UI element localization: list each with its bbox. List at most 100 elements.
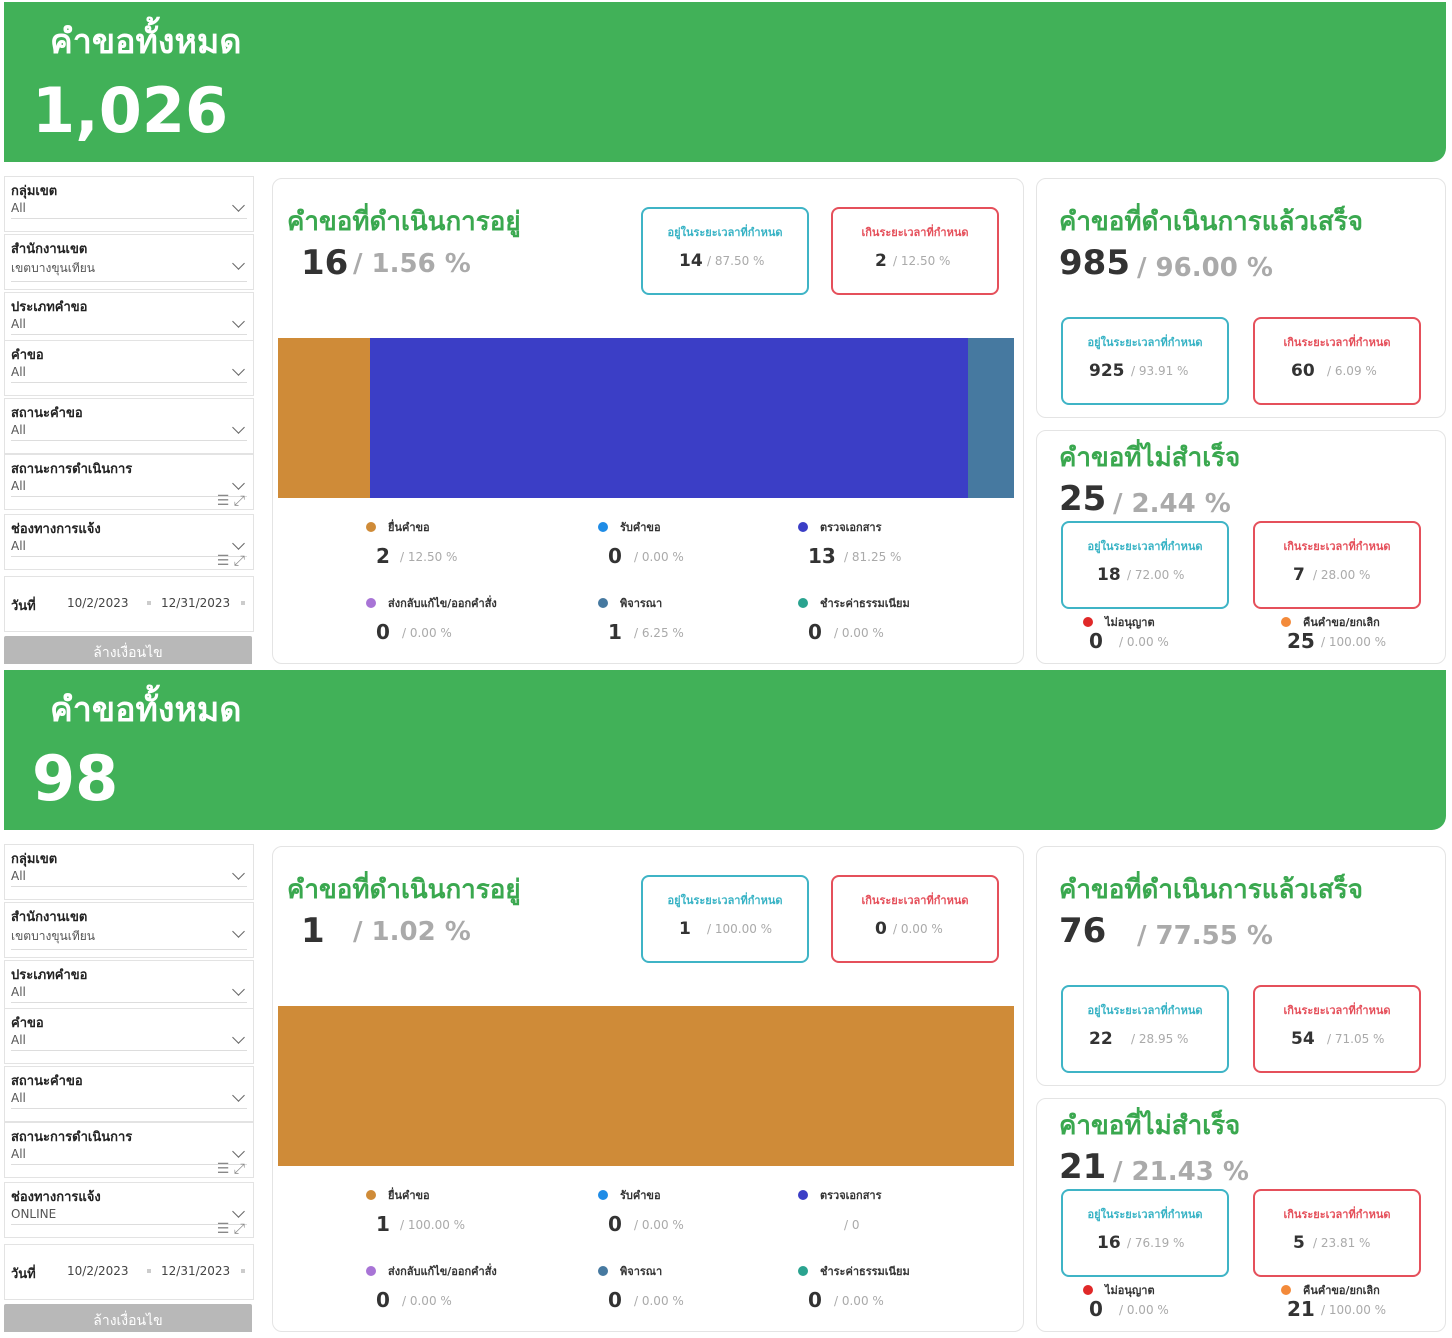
completed-in-time-box: อยู่ในระยะเวลาที่กำหนด 22 / 28.95 %: [1061, 985, 1229, 1073]
legend-consider: พิจารณา 1 / 6.25 %: [598, 594, 818, 650]
clear-filters-button[interactable]: ล้างเงื่อนไข: [4, 1304, 252, 1332]
slicer-selected-value[interactable]: All: [11, 365, 247, 383]
operation-status-slicer[interactable]: สถานะการดำเนินการ All ☰ ⤢: [4, 1122, 254, 1178]
filter-icon[interactable]: ☰ ⤢: [216, 553, 245, 569]
over-time-pct: / 28.00 %: [1313, 568, 1371, 582]
in-progress-in-time-box: อยู่ในระยะเวลาที่กำหนด 14 / 87.50 %: [641, 207, 809, 295]
legend-pct: / 0.00 %: [402, 1294, 452, 1308]
over-time-pct: / 0.00 %: [893, 922, 943, 936]
slicer-selected-value[interactable]: All: [11, 317, 247, 335]
total-requests-banner: คำขอทั้งหมด 1,026: [4, 2, 1446, 162]
in-time-label: อยู่ในระยะเวลาที่กำหนด: [1087, 540, 1203, 553]
filter-icon[interactable]: ☰ ⤢: [216, 493, 245, 509]
filter-icon[interactable]: ☰ ⤢: [216, 1161, 245, 1177]
legend-count: 2: [376, 544, 390, 568]
slicer-selected-value[interactable]: ONLINE: [11, 1207, 247, 1225]
over-time-count: 7: [1293, 565, 1305, 585]
legend-receive: รับคำขอ 0 / 0.00 %: [598, 1186, 818, 1242]
legend-count: 0: [808, 620, 822, 644]
cancel-label: คืนคำขอ/ยกเลิก: [1303, 616, 1380, 629]
legend-submit: ยื่นคำขอ 1 / 100.00 %: [366, 1186, 586, 1242]
slicer-selected-value[interactable]: All: [11, 1033, 247, 1051]
operation-status-slicer[interactable]: สถานะการดำเนินการ All ☰ ⤢: [4, 454, 254, 510]
bar-segment-check-docs[interactable]: [370, 338, 968, 498]
legend-pct: / 100.00 %: [400, 1218, 466, 1232]
slicer-label: กลุ่มเขต: [11, 184, 58, 199]
in-time-pct: / 76.19 %: [1127, 1236, 1185, 1250]
district-office-slicer[interactable]: สำนักงานเขต เขตบางขุนเทียน: [4, 234, 254, 290]
legend-label: ยื่นคำขอ: [388, 521, 430, 534]
legend-label: รับคำขอ: [620, 521, 661, 534]
in-time-count: 14: [679, 251, 703, 271]
slicer-label: ช่องทางการแจ้ง: [11, 1190, 101, 1205]
legend-pct: / 0.00 %: [634, 1218, 684, 1232]
not-approved-item: ไม่อนุญาต 0 / 0.00 %: [1083, 1281, 1243, 1325]
channel-slicer[interactable]: ช่องทางการแจ้ง ONLINE ☰ ⤢: [4, 1182, 254, 1238]
slicer-selected-value[interactable]: All: [11, 869, 247, 887]
date-to-input[interactable]: 12/31/2023: [161, 1264, 231, 1278]
cancel-item: คืนคำขอ/ยกเลิก 21 / 100.00 %: [1281, 1281, 1441, 1325]
bar-segment-submit[interactable]: [278, 1006, 1014, 1166]
legend-pay-fee: ชำระค่าธรรมเนียม 0 / 0.00 %: [798, 594, 1018, 650]
clear-filters-button[interactable]: ล้างเงื่อนไข: [4, 636, 252, 664]
cancel-pct: / 100.00 %: [1321, 635, 1387, 649]
date-from-input[interactable]: 10/2/2023: [67, 596, 129, 610]
request-slicer[interactable]: คำขอ All: [4, 340, 254, 396]
total-requests-value: 1,026: [32, 74, 229, 147]
over-time-count: 0: [875, 919, 887, 939]
failed-title: คำขอที่ไม่สำเร็จ: [1059, 1111, 1241, 1141]
date-from-input[interactable]: 10/2/2023: [67, 1264, 129, 1278]
request-status-slicer[interactable]: สถานะคำขอ All: [4, 398, 254, 454]
zone-group-slicer[interactable]: กลุ่มเขต All: [4, 844, 254, 900]
legend-pay-fee: ชำระค่าธรรมเนียม 0 / 0.00 %: [798, 1262, 1018, 1318]
slicer-selected-value[interactable]: All: [11, 423, 247, 441]
legend-label: ชำระค่าธรรมเนียม: [820, 597, 910, 610]
in-time-label: อยู่ในระยะเวลาที่กำหนด: [667, 894, 783, 907]
request-type-slicer[interactable]: ประเภทคำขอ All: [4, 960, 254, 1016]
completed-pct: / 96.00 %: [1137, 253, 1273, 283]
slicer-selected-value[interactable]: All: [11, 539, 247, 557]
legend-dot: [798, 522, 808, 532]
over-time-pct: / 12.50 %: [893, 254, 951, 268]
failed-title: คำขอที่ไม่สำเร็จ: [1059, 443, 1241, 473]
slicer-label: สถานะการดำเนินการ: [11, 462, 133, 477]
date-label: วันที่: [11, 1267, 36, 1282]
in-time-label: อยู่ในระยะเวลาที่กำหนด: [667, 226, 783, 239]
completed-over-time-box: เกินระยะเวลาที่กำหนด 54 / 71.05 %: [1253, 985, 1421, 1073]
zone-group-slicer[interactable]: กลุ่มเขต All: [4, 176, 254, 232]
bar-segment-submit[interactable]: [278, 338, 370, 498]
bar-segment-consider[interactable]: [968, 338, 1014, 498]
slicer-selected-value[interactable]: All: [11, 1147, 247, 1165]
over-time-label: เกินระยะเวลาที่กำหนด: [861, 894, 969, 907]
not-approved-pct: / 0.00 %: [1119, 1303, 1169, 1317]
not-approved-pct: / 0.00 %: [1119, 635, 1169, 649]
slicer-selected-value[interactable]: All: [11, 201, 247, 219]
district-office-slicer[interactable]: สำนักงานเขต เขตบางขุนเทียน: [4, 902, 254, 958]
legend-check-docs: ตรวจเอกสาร 13 / 81.25 %: [798, 518, 1018, 574]
request-status-slicer[interactable]: สถานะคำขอ All: [4, 1066, 254, 1122]
date-to-input[interactable]: 12/31/2023: [161, 596, 231, 610]
slicer-selected-value[interactable]: เขตบางขุนเทียน: [11, 927, 247, 950]
date-separator: [241, 1269, 245, 1273]
slicer-selected-value[interactable]: All: [11, 479, 247, 497]
legend-label: ชำระค่าธรรมเนียม: [820, 1265, 910, 1278]
legend-pct: / 6.25 %: [634, 626, 684, 640]
slicer-selected-value[interactable]: All: [11, 985, 247, 1003]
failed-count: 21: [1059, 1147, 1107, 1187]
not-approved-dot: [1083, 1285, 1093, 1295]
in-time-label: อยู่ในระยะเวลาที่กำหนด: [1087, 336, 1203, 349]
channel-slicer[interactable]: ช่องทางการแจ้ง All ☰ ⤢: [4, 514, 254, 570]
request-slicer[interactable]: คำขอ All: [4, 1008, 254, 1064]
legend-pct: / 0.00 %: [402, 626, 452, 640]
filter-icon[interactable]: ☰ ⤢: [216, 1221, 245, 1237]
in-progress-title: คำขอที่ดำเนินการอยู่: [287, 875, 521, 905]
banner-title: คำขอทั้งหมด: [50, 690, 242, 730]
date-range-slicer: วันที่ 10/2/2023 12/31/2023: [4, 576, 254, 632]
slicer-selected-value[interactable]: เขตบางขุนเทียน: [11, 259, 247, 282]
slicer-selected-value[interactable]: All: [11, 1091, 247, 1109]
legend-dot: [598, 598, 608, 608]
date-range-slicer: วันที่ 10/2/2023 12/31/2023: [4, 1244, 254, 1300]
completed-title: คำขอที่ดำเนินการแล้วเสร็จ: [1059, 875, 1363, 905]
legend-dot: [798, 1190, 808, 1200]
slicer-label: สถานะคำขอ: [11, 1074, 83, 1089]
